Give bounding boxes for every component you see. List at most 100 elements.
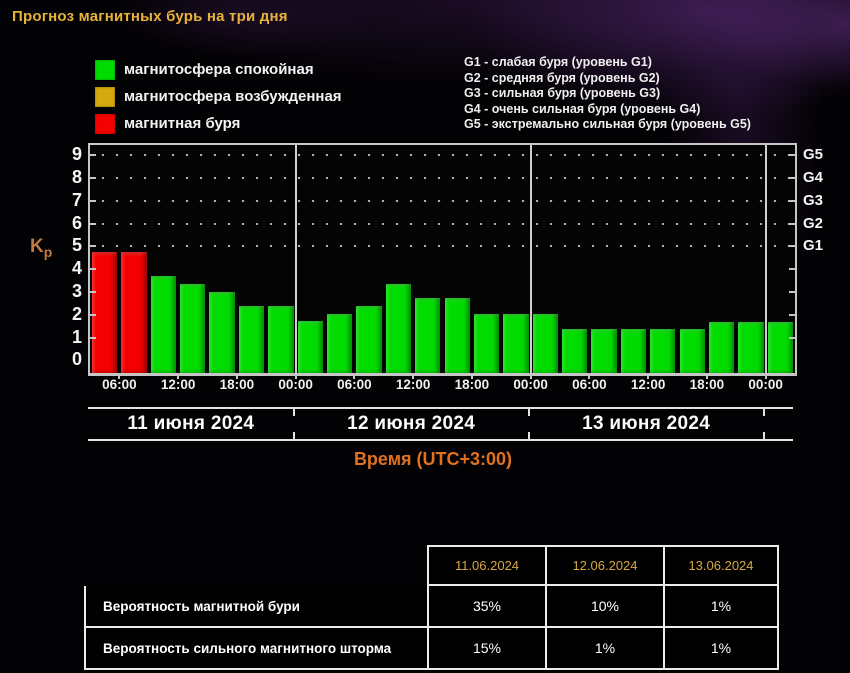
right-axis-label-g1: G1 xyxy=(803,237,824,255)
storm-level-line: G5 - экстремально сильная буря (уровень … xyxy=(464,117,751,132)
legend-state-label: магнитная буря xyxy=(124,115,241,132)
right-axis-label-g2: G2 xyxy=(803,214,824,232)
table-date-header: 11.06.2024 xyxy=(427,545,547,586)
legend-state-item: магнитосфера возбужденная xyxy=(95,83,342,110)
x-tickmark xyxy=(529,374,532,379)
kp-bar xyxy=(268,305,294,373)
probability-value: 1% xyxy=(663,626,779,670)
storm-swatch-icon xyxy=(95,113,115,134)
day-label: 13 июня 2024 xyxy=(582,413,711,434)
y-tick-label: 2 xyxy=(71,303,82,324)
kp-bar xyxy=(708,321,735,373)
y-tickmark-right xyxy=(789,199,795,202)
x-tickmark xyxy=(118,374,121,379)
x-tickmark xyxy=(412,374,415,379)
x-tickmark xyxy=(235,374,238,379)
table-row-label: Вероятность магнитной бури xyxy=(84,584,429,628)
storm-level-line: G3 - сильная буря (уровень G3) xyxy=(464,86,661,101)
probability-value: 1% xyxy=(663,584,779,628)
x-tick-label: 00:00 xyxy=(748,377,783,392)
x-tick-label: 12:00 xyxy=(160,377,196,392)
x-tick-label: 00:00 xyxy=(278,377,313,392)
x-tickmark xyxy=(647,374,650,379)
legend-storm-levels: G1 - слабая буря (уровень G1) G2 - средня… xyxy=(464,55,751,133)
kp-bar xyxy=(650,328,676,373)
kp-bar xyxy=(209,292,235,373)
y-tickmark-right xyxy=(789,177,795,180)
kp-bar xyxy=(326,313,353,373)
kp-bar xyxy=(180,284,206,373)
gridline-kp-6 xyxy=(96,222,789,225)
band-tick-bottom xyxy=(527,432,530,439)
x-tick-label: 06:00 xyxy=(572,377,607,392)
y-tickmark-left xyxy=(90,199,96,202)
right-axis-label-g5: G5 xyxy=(803,146,824,164)
y-tickmark-left xyxy=(90,313,96,316)
storm-probability-table: 11.06.2024 12.06.2024 13.06.2024 Вероятнос… xyxy=(84,545,779,670)
probability-value: 15% xyxy=(427,626,547,670)
x-tick-label: 18:00 xyxy=(219,377,255,392)
band-tick-top xyxy=(762,409,765,416)
x-tickmark xyxy=(294,374,297,379)
x-tickmark xyxy=(588,374,591,379)
kp-bar xyxy=(121,252,147,373)
x-tick-label: 12:00 xyxy=(630,377,666,392)
page-title: Прогноз магнитных бурь на три дня xyxy=(12,8,288,25)
table-date-header: 13.06.2024 xyxy=(663,545,779,586)
kp-bar xyxy=(738,321,764,373)
x-tick-label: 00:00 xyxy=(513,377,548,392)
y-axis-label-kp: Kp xyxy=(30,236,53,260)
table-corner-cell xyxy=(85,546,429,585)
table-row-label: Вероятность сильного магнитного шторма xyxy=(84,626,429,670)
y-tickmark-right xyxy=(789,222,795,225)
y-tick-label: 5 xyxy=(71,235,82,256)
probability-value: 10% xyxy=(545,584,665,628)
y-tick-label: 8 xyxy=(71,167,82,188)
y-tickmark-right xyxy=(789,268,795,271)
x-axis-title: Время (UTC+3:00) xyxy=(353,449,513,469)
right-axis-label-g4: G4 xyxy=(803,169,824,187)
table-row: Вероятность магнитной бури 35% 10% 1% xyxy=(84,584,779,628)
kp-bar xyxy=(561,328,588,373)
y-tick-label: 6 xyxy=(71,212,82,233)
x-tick-label: 18:00 xyxy=(454,377,490,392)
legend-state-label: магнитосфера спокойная xyxy=(124,61,314,78)
gridline-kp-9 xyxy=(96,154,789,157)
active-swatch-icon xyxy=(95,86,115,107)
day-label: 12 июня 2024 xyxy=(347,413,476,434)
x-tick-label: 18:00 xyxy=(689,377,725,392)
x-tick-label: 06:00 xyxy=(337,377,372,392)
x-tickmark xyxy=(353,374,356,379)
storm-level-line: G4 - очень сильная буря (уровень G4) xyxy=(464,101,701,116)
y-tickmark-left xyxy=(90,245,96,248)
kp-bar xyxy=(356,305,382,373)
storm-level-line: G2 - средняя буря (уровень G2) xyxy=(464,70,660,85)
y-tickmark-left xyxy=(90,177,96,180)
y-tickmark-left xyxy=(90,291,96,294)
x-tickmark xyxy=(705,374,708,379)
y-tickmark-right xyxy=(789,245,795,248)
kp-bar xyxy=(415,297,441,373)
legend-state-item: магнитосфера спокойная xyxy=(95,56,342,83)
x-tickmark xyxy=(764,374,767,379)
legend-states: магнитосфера спокойная магнитосфера возбу… xyxy=(95,56,342,137)
kp-bar xyxy=(591,328,617,373)
kp-bar xyxy=(473,313,500,373)
kp-bar xyxy=(238,305,265,373)
y-tickmark-right xyxy=(789,291,795,294)
kp-bar xyxy=(444,297,470,373)
x-tickmark xyxy=(177,374,180,379)
day-label: 11 июня 2024 xyxy=(127,413,255,434)
date-band: 11 июня 2024 12 июня 2024 13 июня 2024 xyxy=(88,407,793,441)
gridline-kp-5 xyxy=(96,245,789,248)
band-tick-top xyxy=(527,409,530,416)
plot-area xyxy=(88,143,797,376)
kp-bar xyxy=(150,276,177,373)
band-tick-bottom xyxy=(292,432,295,439)
x-tickmark xyxy=(470,374,473,379)
table-header-row: 11.06.2024 12.06.2024 13.06.2024 xyxy=(85,545,779,586)
table-row: Вероятность сильного магнитного шторма 15… xyxy=(84,626,779,670)
legend-state-item: магнитная буря xyxy=(95,110,342,137)
band-tick-top xyxy=(292,409,295,416)
